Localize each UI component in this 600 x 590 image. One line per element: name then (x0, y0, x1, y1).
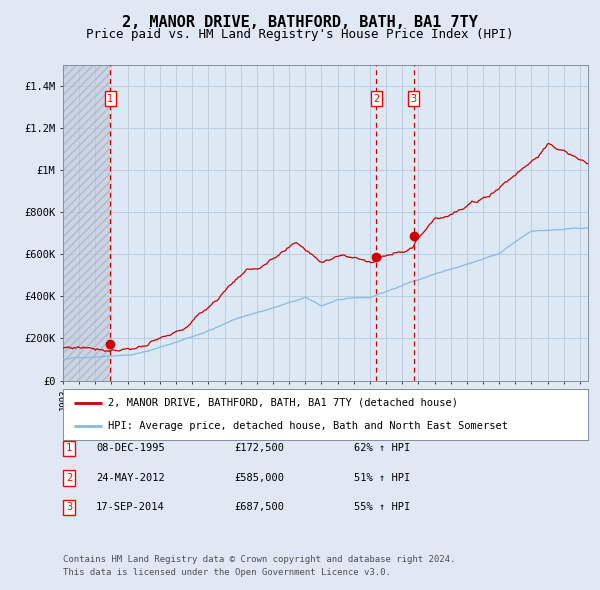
Text: 2: 2 (66, 473, 72, 483)
Text: Price paid vs. HM Land Registry's House Price Index (HPI): Price paid vs. HM Land Registry's House … (86, 28, 514, 41)
Text: 08-DEC-1995: 08-DEC-1995 (96, 444, 165, 453)
Text: 3: 3 (66, 503, 72, 512)
Text: 2, MANOR DRIVE, BATHFORD, BATH, BA1 7TY (detached house): 2, MANOR DRIVE, BATHFORD, BATH, BA1 7TY … (107, 398, 458, 408)
Text: 1: 1 (107, 94, 113, 104)
Text: This data is licensed under the Open Government Licence v3.0.: This data is licensed under the Open Gov… (63, 568, 391, 576)
Text: Contains HM Land Registry data © Crown copyright and database right 2024.: Contains HM Land Registry data © Crown c… (63, 555, 455, 563)
Text: HPI: Average price, detached house, Bath and North East Somerset: HPI: Average price, detached house, Bath… (107, 421, 508, 431)
Text: 3: 3 (410, 94, 417, 104)
Text: 62% ↑ HPI: 62% ↑ HPI (354, 444, 410, 453)
Text: 2, MANOR DRIVE, BATHFORD, BATH, BA1 7TY: 2, MANOR DRIVE, BATHFORD, BATH, BA1 7TY (122, 15, 478, 30)
Text: 51% ↑ HPI: 51% ↑ HPI (354, 473, 410, 483)
Text: 1: 1 (66, 444, 72, 453)
Text: 24-MAY-2012: 24-MAY-2012 (96, 473, 165, 483)
Text: 17-SEP-2014: 17-SEP-2014 (96, 503, 165, 512)
Text: £687,500: £687,500 (234, 503, 284, 512)
Text: 55% ↑ HPI: 55% ↑ HPI (354, 503, 410, 512)
Text: £172,500: £172,500 (234, 444, 284, 453)
Text: £585,000: £585,000 (234, 473, 284, 483)
Bar (63, 65, 110, 381)
Text: 2: 2 (373, 94, 379, 104)
